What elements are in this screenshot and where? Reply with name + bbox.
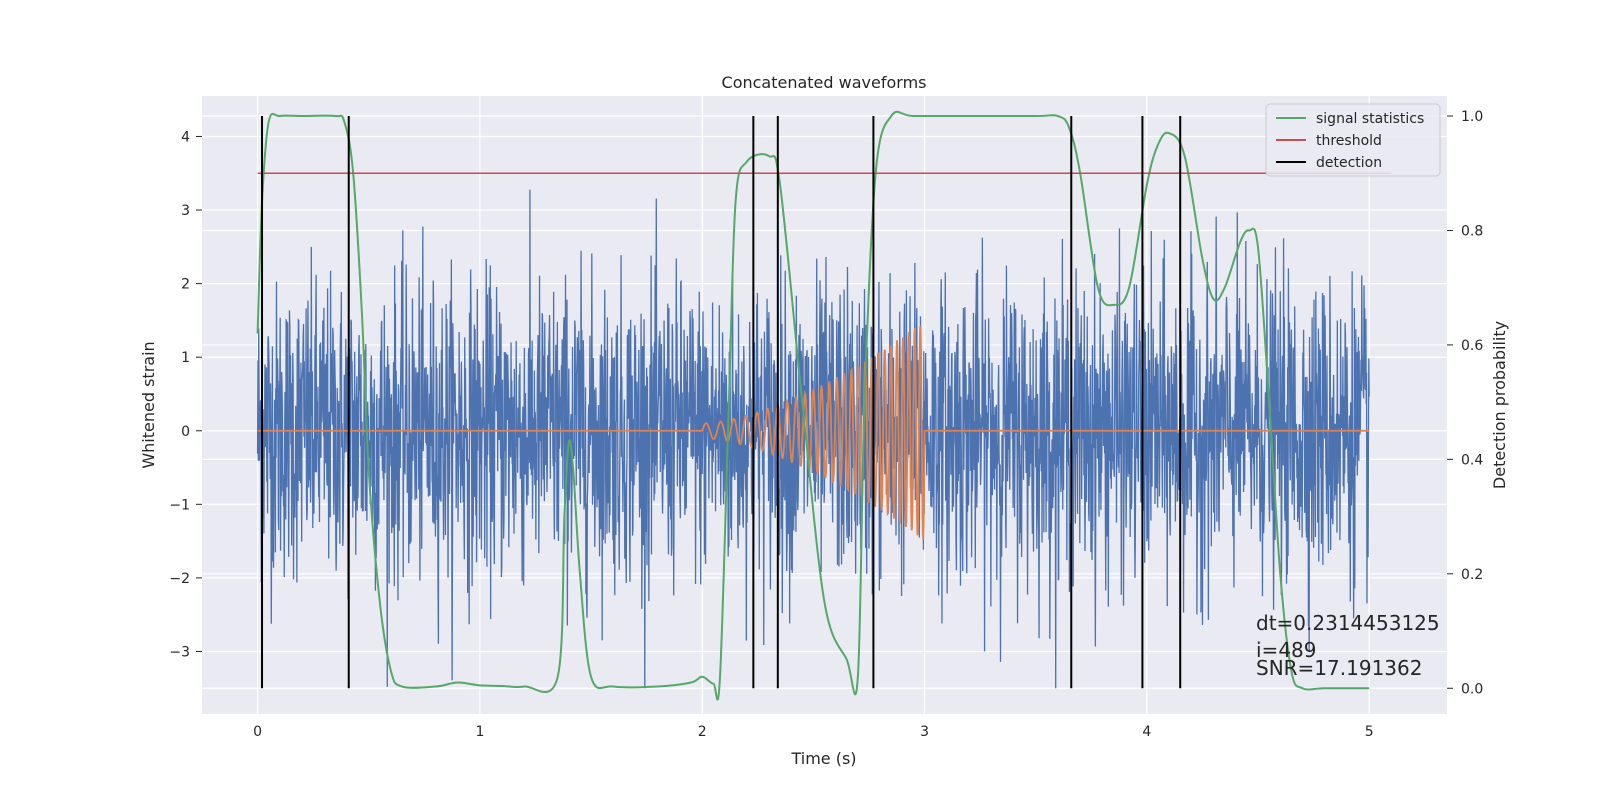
y-tick-label: 1 [181,350,190,366]
y-tick-label: −3 [169,644,190,660]
plot-area [256,110,1392,701]
annotation-text: SNR=17.191362 [1256,656,1422,680]
y-right-axis-label: Detection probability [1490,321,1509,489]
x-axis-label: Time (s) [790,749,856,768]
y-tick-label: 4 [181,129,190,145]
y-tick-label: −1 [169,497,190,513]
chart-title: Concatenated waveforms [722,73,927,92]
y-tick-label: 2 [181,277,190,293]
y-right-tick-label: 0.8 [1461,223,1483,239]
x-tick-label: 5 [1365,724,1374,740]
y-tick-label: 3 [181,203,190,219]
x-tick-label: 1 [475,724,484,740]
y-right-tick-label: 0.0 [1461,681,1483,697]
signal-statistics-line [256,110,1370,701]
y-right-tick-label: 0.2 [1461,567,1483,583]
legend-label: signal statistics [1316,111,1424,127]
y-tick-label: 0 [181,424,190,440]
annotation-text: i=489 [1256,638,1317,662]
y-right-tick-label: 1.0 [1461,109,1483,125]
legend: signal statistics threshold detection [1265,103,1441,177]
x-tick-label: 0 [253,724,262,740]
y-axis-label: Whitened strain [139,341,158,468]
x-tick-label: 4 [1142,724,1151,740]
legend-label: threshold [1316,133,1382,149]
y-right-tick-label: 0.4 [1461,452,1483,468]
axes: 0 1 2 3 4 5 −3 −2 −1 0 1 2 3 4 0.0 0.2 0.4 0.6 0.8 1.0 [169,109,1483,740]
legend-label: detection [1316,155,1382,171]
x-tick-label: 3 [920,724,929,740]
strain-line [256,189,1370,689]
annotation-text: dt=0.2314453125 [1256,611,1440,635]
legend-box [1265,103,1441,177]
y-tick-label: −2 [169,571,190,587]
x-tick-label: 2 [698,724,707,740]
y-right-tick-label: 0.6 [1461,338,1483,354]
waveform-line [257,325,1370,540]
